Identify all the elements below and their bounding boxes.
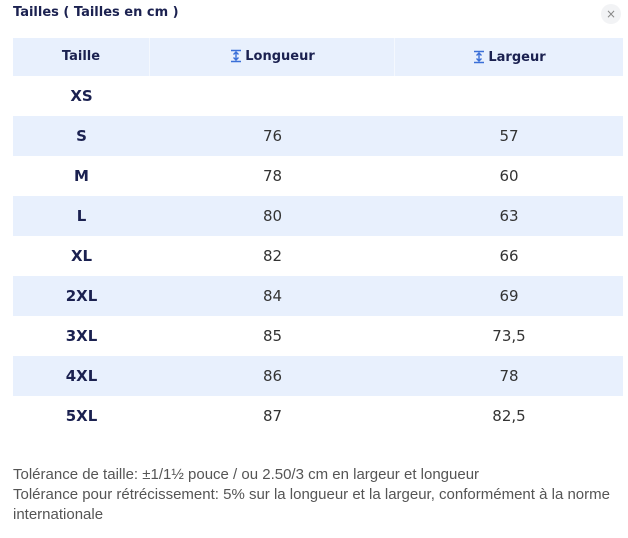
measurement: 57 [499, 127, 519, 145]
table-row: 3XL 85 73,5 [13, 316, 623, 356]
length-icon [231, 49, 242, 63]
note-line: Tolérance pour rétrécissement: 5% sur la… [13, 486, 610, 523]
measurement: 82,5 [492, 407, 526, 425]
size-cell: 5XL [13, 407, 150, 425]
value-cell: 87 [150, 407, 395, 425]
measurement: 80 [262, 207, 283, 225]
measurement: 87 [262, 407, 283, 425]
column-header: Taille [13, 38, 150, 76]
value-cell: 78 [150, 167, 395, 185]
value-cell: 76 [150, 127, 395, 145]
measurement: 60 [499, 167, 519, 185]
size-label: XS [70, 87, 93, 105]
notes: Tolérance de taille: ±1/1½ pouce / ou 2.… [13, 465, 618, 525]
size-label: L [76, 207, 87, 225]
value-cell: 57 [395, 127, 623, 145]
size-label: XL [70, 247, 93, 265]
measurement: 78 [262, 167, 283, 185]
size-label: S [76, 127, 87, 145]
value-cell: 86 [150, 367, 395, 385]
table-header: Taille Longueur Largeur [13, 38, 623, 76]
column-label: Taille [61, 49, 101, 64]
size-table: Taille Longueur Largeur XS S 76 57 M 78 60 L 80 6… [13, 38, 623, 436]
table-row: XL 82 66 [13, 236, 623, 276]
value-cell: 66 [395, 247, 623, 265]
value-cell: 82 [150, 247, 395, 265]
size-cell: L [13, 207, 150, 225]
width-icon [474, 50, 485, 63]
close-button[interactable]: × [601, 4, 621, 24]
table-row: M 78 60 [13, 156, 623, 196]
column-label: Longueur [245, 49, 315, 64]
value-cell: 82,5 [395, 407, 623, 425]
measurement: 63 [499, 207, 519, 225]
measurement: 66 [499, 247, 519, 265]
value-cell: 78 [395, 367, 623, 385]
size-label: 3XL [65, 327, 98, 345]
table-row: XS [13, 76, 623, 116]
measurement: 73,5 [492, 327, 526, 345]
table-row: 4XL 86 78 [13, 356, 623, 396]
size-cell: 4XL [13, 367, 150, 385]
value-cell: 85 [150, 327, 395, 345]
size-cell: XS [13, 87, 150, 105]
measurement: 84 [262, 287, 283, 305]
column-label: Largeur [488, 49, 546, 65]
value-cell: 60 [395, 167, 623, 185]
size-cell: S [13, 127, 150, 145]
size-cell: 3XL [13, 327, 150, 345]
table-row: 2XL 84 69 [13, 276, 623, 316]
value-cell: 69 [395, 287, 623, 305]
column-header: Longueur [150, 38, 395, 76]
value-cell: 73,5 [395, 327, 623, 345]
measurement: 86 [262, 367, 283, 385]
table-row: 5XL 87 82,5 [13, 396, 623, 436]
value-cell: 84 [150, 287, 395, 305]
measurement: 69 [499, 287, 519, 305]
size-cell: M [13, 167, 150, 185]
table-row: L 80 63 [13, 196, 623, 236]
measurement: 85 [262, 327, 283, 345]
measurement: 78 [499, 367, 519, 385]
size-label: 2XL [65, 287, 98, 305]
size-label: 4XL [65, 367, 98, 385]
table-row: S 76 57 [13, 116, 623, 156]
measurement: 82 [262, 247, 283, 265]
size-cell: 2XL [13, 287, 150, 305]
size-cell: XL [13, 247, 150, 265]
size-label: 5XL [65, 407, 98, 425]
value-cell: 63 [395, 207, 623, 225]
note-line: Tolérance de taille: ±1/1½ pouce / ou 2.… [13, 466, 480, 483]
column-header: Largeur [395, 50, 623, 65]
value-cell: 80 [150, 207, 395, 225]
size-label: M [74, 167, 89, 185]
measurement: 76 [262, 127, 283, 145]
modal-title: Tailles ( Tailles en cm ) [13, 5, 179, 20]
